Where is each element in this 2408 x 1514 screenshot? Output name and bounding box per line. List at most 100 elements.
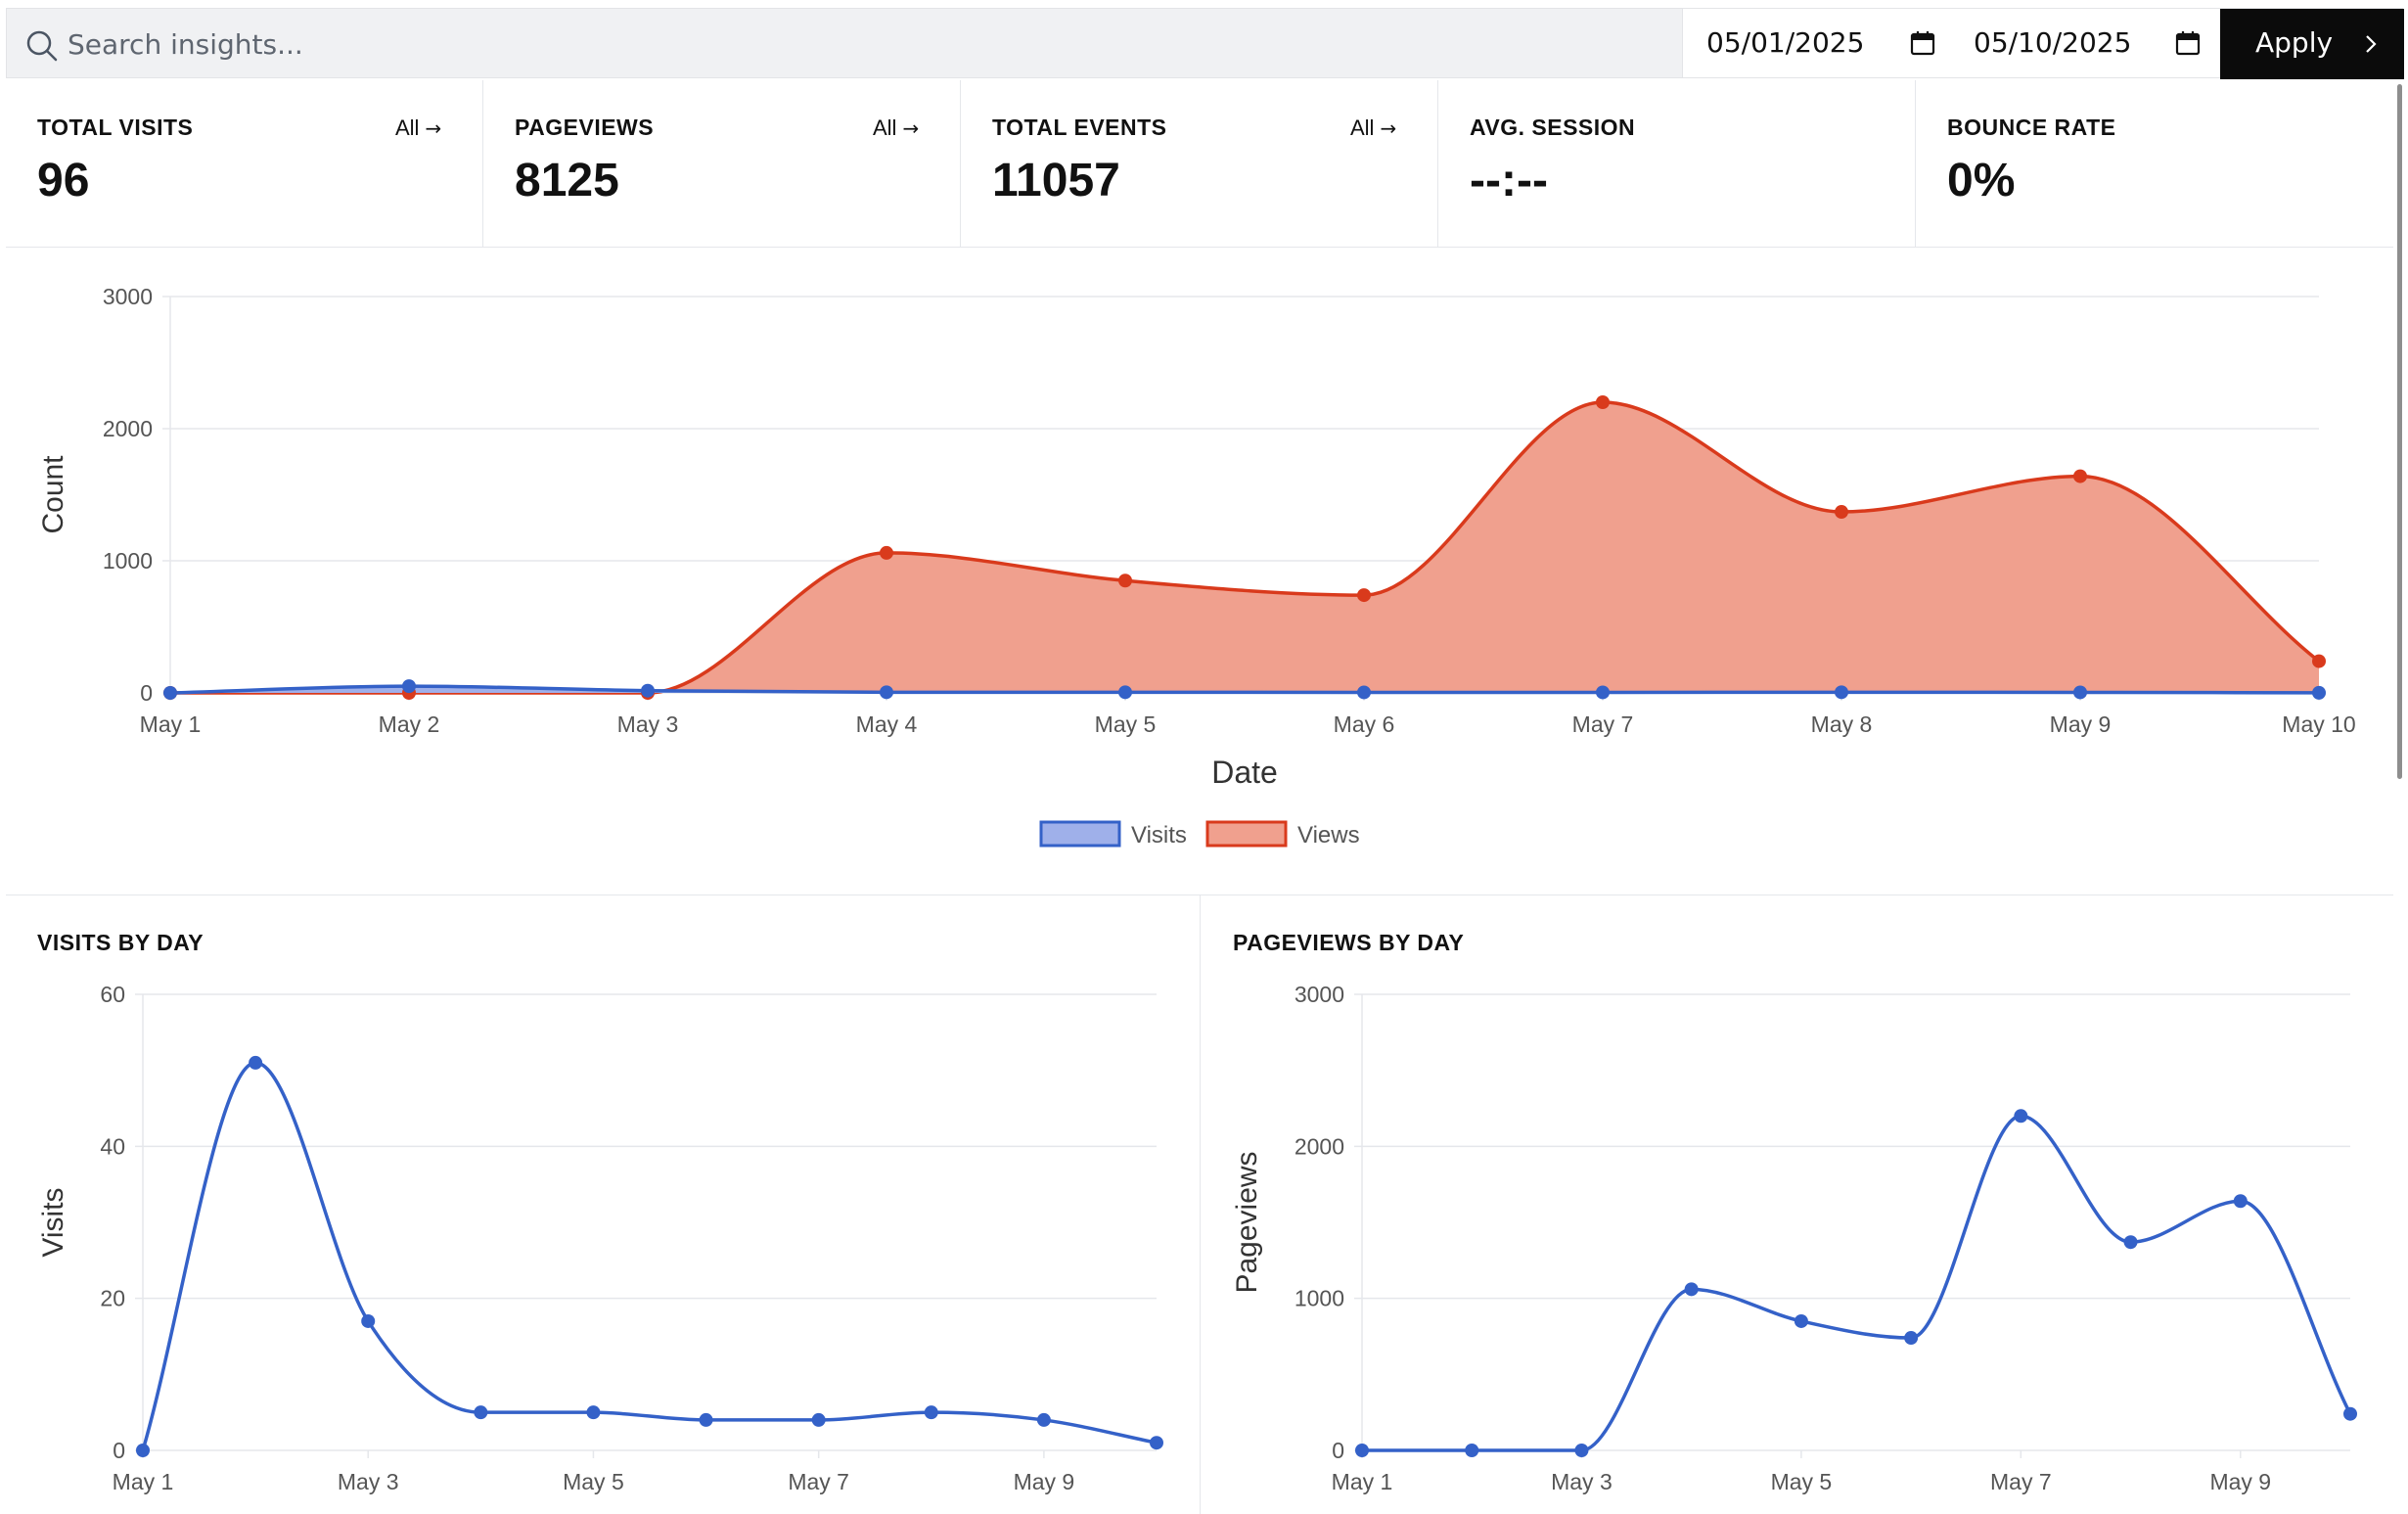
- series-line-line: [1361, 1114, 2352, 1452]
- arrow-right-icon: →: [1380, 116, 1397, 140]
- x-tick-label: May 4: [856, 711, 918, 737]
- x-tick-label: May 9: [1014, 1469, 1075, 1494]
- x-tick-label: May 7: [1572, 711, 1634, 737]
- y-tick-label: 2000: [103, 416, 153, 441]
- data-point: [1357, 588, 1371, 603]
- x-tick-label: May 2: [379, 711, 440, 737]
- data-point: [811, 1412, 826, 1427]
- stat-label: AVG. SESSION: [1470, 115, 1636, 140]
- apply-button[interactable]: Apply: [2220, 9, 2404, 79]
- y-axis-title: Count: [37, 455, 69, 534]
- data-point: [880, 545, 893, 560]
- data-point: [2123, 1235, 2138, 1250]
- legend-swatch-views: [1205, 820, 1288, 848]
- data-point: [2312, 685, 2326, 700]
- calendar-icon[interactable]: [2175, 30, 2201, 56]
- y-tick-label: 60: [100, 982, 125, 1007]
- stat-all-link-label: All: [873, 115, 897, 140]
- data-point: [2073, 469, 2087, 483]
- stat-value: 96: [37, 155, 90, 206]
- stat-all-link[interactable]: All →: [1350, 115, 1396, 141]
- pageviews-by-day-chart: 0 1000 2000 3000 May 1 May 3 May 5 May 7 May 9 Pa…: [1231, 982, 2357, 1494]
- x-tick-label: May 7: [1990, 1469, 2052, 1494]
- x-tick-label: May 3: [1551, 1469, 1613, 1494]
- visits-by-day-chart: 0 20 40 60 May 1 May 3 May 5 May 7 May 9 Visits: [37, 982, 1163, 1494]
- data-point: [2233, 1194, 2248, 1209]
- data-point: [1574, 1444, 1589, 1457]
- data-point: [2343, 1406, 2357, 1421]
- search-icon: [26, 30, 58, 62]
- y-tick-label: 40: [100, 1133, 125, 1159]
- stat-card-pageviews: PAGEVIEWS All → 8125: [483, 80, 961, 247]
- stat-label: BOUNCE RATE: [1947, 115, 2116, 140]
- x-tick-label: May 9: [2050, 711, 2112, 737]
- apply-button-label: Apply: [2255, 26, 2334, 59]
- stat-value: --:--: [1470, 155, 1548, 206]
- data-point: [136, 1444, 150, 1457]
- data-point: [1596, 395, 1610, 409]
- x-tick-label: May 3: [338, 1469, 399, 1494]
- visits-by-day-title: VISITS BY DAY: [37, 930, 204, 955]
- data-point: [924, 1405, 938, 1420]
- x-tick-label: May 1: [113, 1469, 174, 1494]
- data-point: [249, 1055, 263, 1070]
- stat-value: 0%: [1947, 155, 2016, 206]
- stats-row: TOTAL VISITS All → 96 PAGEVIEWS All → 8125…: [6, 80, 2393, 248]
- pageviews-by-day-title: PAGEVIEWS BY DAY: [1233, 930, 1465, 955]
- data-point: [402, 679, 416, 694]
- data-point: [1118, 685, 1132, 700]
- y-axis-title: Visits: [37, 1187, 69, 1257]
- data-point: [1465, 1444, 1479, 1457]
- y-tick-label: 1000: [103, 548, 153, 573]
- filter-bar: 05/01/2025 05/10/2025 Apply: [6, 8, 2404, 79]
- legend-swatch-visits: [1039, 820, 1121, 848]
- series-line-visits: [169, 684, 2320, 695]
- data-point: [163, 686, 177, 700]
- data-point: [586, 1405, 601, 1420]
- data-point: [1596, 685, 1610, 700]
- x-tick-label: May 9: [2209, 1469, 2271, 1494]
- series-area-views: [170, 402, 2319, 693]
- y-tick-label: 1000: [1295, 1286, 1344, 1311]
- chevron-right-icon: [2366, 35, 2377, 53]
- stat-card-bounce-rate: BOUNCE RATE 0%: [1916, 80, 2393, 247]
- data-point: [699, 1412, 713, 1427]
- x-tick-label: May 10: [2282, 711, 2355, 737]
- y-axis-title: Pageviews: [1231, 1151, 1263, 1293]
- stat-label: PAGEVIEWS: [515, 115, 655, 140]
- data-point: [1118, 573, 1132, 588]
- data-point: [1835, 685, 1848, 700]
- stat-label: TOTAL EVENTS: [992, 115, 1167, 140]
- arrow-right-icon: →: [902, 116, 920, 140]
- x-tick-label: May 5: [563, 1469, 624, 1494]
- data-point: [361, 1313, 376, 1328]
- data-point: [1835, 505, 1848, 520]
- end-date-value: 05/10/2025: [1974, 26, 2132, 59]
- stat-all-link[interactable]: All →: [873, 115, 919, 141]
- data-point: [1904, 1331, 1919, 1346]
- calendar-icon[interactable]: [1910, 30, 1935, 56]
- scrollbar-thumb[interactable]: [2397, 84, 2402, 779]
- y-tick-label: 20: [100, 1286, 125, 1311]
- data-point: [1684, 1282, 1699, 1297]
- x-tick-label: May 7: [788, 1469, 849, 1494]
- data-point: [1150, 1436, 1163, 1450]
- data-point: [2014, 1109, 2028, 1124]
- data-point: [880, 685, 893, 700]
- x-tick-label: May 5: [1771, 1469, 1833, 1494]
- x-tick-label: May 1: [1332, 1469, 1393, 1494]
- end-date-field[interactable]: 05/10/2025: [1952, 9, 2220, 77]
- data-point: [1036, 1412, 1051, 1427]
- data-point: [2073, 685, 2087, 700]
- panel-divider: [1200, 895, 1201, 1514]
- start-date-field[interactable]: 05/01/2025: [1682, 9, 1952, 77]
- series-line-line: [141, 1061, 1158, 1451]
- start-date-value: 05/01/2025: [1706, 26, 1865, 59]
- stat-card-avg-session: AVG. SESSION --:--: [1438, 80, 1916, 247]
- x-tick-label: May 5: [1095, 711, 1157, 737]
- search-input[interactable]: [68, 19, 1633, 69]
- stat-all-link-label: All: [1350, 115, 1375, 140]
- stat-all-link[interactable]: All →: [395, 115, 441, 141]
- data-point: [1794, 1313, 1808, 1328]
- visits-views-area-chart: 0 1000 2000 3000 May 1 May 2 May 3 May 4 May 5 Ma…: [37, 284, 2356, 849]
